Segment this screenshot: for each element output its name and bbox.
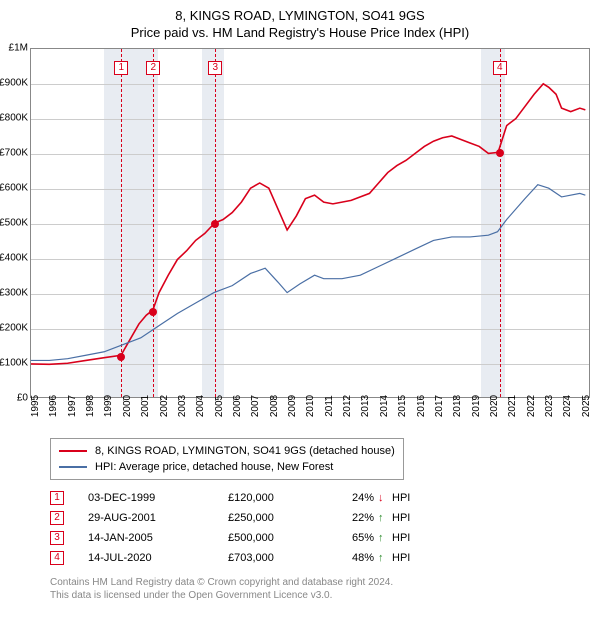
- chart-container: 8, KINGS ROAD, LYMINGTON, SO41 9GS Price…: [0, 0, 600, 620]
- y-axis-label: £600K: [0, 183, 28, 194]
- arrow-up-icon: ↑: [378, 512, 392, 524]
- x-axis-label: 2018: [452, 395, 463, 417]
- x-axis-label: 2004: [195, 395, 206, 417]
- x-axis-label: 2010: [305, 395, 316, 417]
- y-axis-label: £1M: [9, 43, 28, 54]
- sales-price: £703,000: [228, 552, 328, 564]
- arrow-up-icon: ↑: [378, 552, 392, 564]
- footer: Contains HM Land Registry data © Crown c…: [50, 576, 590, 602]
- y-axis-label: £300K: [0, 288, 28, 299]
- title-line-1: 8, KINGS ROAD, LYMINGTON, SO41 9GS: [10, 8, 590, 23]
- sale-marker: [149, 308, 157, 316]
- plot-area: 1 2 3 4: [30, 48, 590, 398]
- sale-marker: [496, 149, 504, 157]
- y-axis-label: £200K: [0, 323, 28, 334]
- footer-line-1: Contains HM Land Registry data © Crown c…: [50, 576, 590, 589]
- x-axis-label: 2015: [397, 395, 408, 417]
- y-axis-label: £800K: [0, 113, 28, 124]
- sale-marker: [211, 220, 219, 228]
- legend-swatch: [59, 466, 87, 468]
- sale-marker: [117, 353, 125, 361]
- y-axis-label: £400K: [0, 253, 28, 264]
- x-axis-label: 1997: [67, 395, 78, 417]
- x-axis-label: 2012: [342, 395, 353, 417]
- sales-pct: 65%: [328, 532, 378, 544]
- sale-label-box: 4: [493, 61, 507, 75]
- legend-swatch: [59, 450, 87, 452]
- footer-line-2: This data is licensed under the Open Gov…: [50, 589, 590, 602]
- sales-index-box: 3: [50, 531, 64, 545]
- sales-index-box: 4: [50, 551, 64, 565]
- sales-suffix: HPI: [392, 492, 422, 504]
- sales-row: 2 29-AUG-2001£250,00022%↑HPI: [50, 508, 590, 528]
- sales-suffix: HPI: [392, 512, 422, 524]
- x-axis-label: 2022: [526, 395, 537, 417]
- x-axis-label: 2008: [269, 395, 280, 417]
- sales-pct: 22%: [328, 512, 378, 524]
- sales-price: £500,000: [228, 532, 328, 544]
- line-layer: [31, 49, 589, 397]
- x-axis-label: 2024: [562, 395, 573, 417]
- y-axis-label: £500K: [0, 218, 28, 229]
- sales-index-box: 2: [50, 511, 64, 525]
- x-axis-label: 1995: [30, 395, 41, 417]
- sale-label-box: 3: [208, 61, 222, 75]
- x-axis-label: 2009: [287, 395, 298, 417]
- x-axis-label: 2023: [544, 395, 555, 417]
- x-axis-label: 2016: [416, 395, 427, 417]
- sales-index-box: 1: [50, 491, 64, 505]
- x-axis-label: 1999: [103, 395, 114, 417]
- sales-date: 03-DEC-1999: [88, 492, 228, 504]
- sale-label-box: 1: [114, 61, 128, 75]
- x-axis-label: 2014: [379, 395, 390, 417]
- sales-row: 1 03-DEC-1999£120,00024%↓HPI: [50, 488, 590, 508]
- sales-price: £250,000: [228, 512, 328, 524]
- sales-suffix: HPI: [392, 552, 422, 564]
- sales-date: 14-JUL-2020: [88, 552, 228, 564]
- arrow-down-icon: ↓: [378, 492, 392, 504]
- x-axis-label: 2002: [159, 395, 170, 417]
- x-axis-label: 2021: [507, 395, 518, 417]
- x-axis-label: 2017: [434, 395, 445, 417]
- sales-pct: 24%: [328, 492, 378, 504]
- x-axis-label: 1998: [85, 395, 96, 417]
- sales-price: £120,000: [228, 492, 328, 504]
- x-axis-label: 1996: [48, 395, 59, 417]
- x-axis-label: 2006: [232, 395, 243, 417]
- arrow-up-icon: ↑: [378, 532, 392, 544]
- legend: 8, KINGS ROAD, LYMINGTON, SO41 9GS (deta…: [50, 438, 404, 480]
- title-block: 8, KINGS ROAD, LYMINGTON, SO41 9GS Price…: [10, 8, 590, 40]
- x-axis-label: 2003: [177, 395, 188, 417]
- y-axis-label: £100K: [0, 358, 28, 369]
- sales-date: 14-JAN-2005: [88, 532, 228, 544]
- y-axis-label: £900K: [0, 78, 28, 89]
- x-axis-label: 2020: [489, 395, 500, 417]
- x-axis-label: 2025: [581, 395, 592, 417]
- sales-pct: 48%: [328, 552, 378, 564]
- x-axis-label: 2007: [250, 395, 261, 417]
- legend-item: 8, KINGS ROAD, LYMINGTON, SO41 9GS (deta…: [59, 443, 395, 459]
- sales-row: 3 14-JAN-2005£500,00065%↑HPI: [50, 528, 590, 548]
- x-axis-label: 2001: [140, 395, 151, 417]
- x-axis-label: 2005: [214, 395, 225, 417]
- legend-item: HPI: Average price, detached house, New …: [59, 459, 395, 475]
- legend-label: HPI: Average price, detached house, New …: [95, 461, 333, 473]
- title-line-2: Price paid vs. HM Land Registry's House …: [10, 25, 590, 40]
- sale-label-box: 2: [146, 61, 160, 75]
- series-hpi: [31, 185, 585, 361]
- x-axis-label: 2013: [360, 395, 371, 417]
- sales-row: 4 14-JUL-2020£703,00048%↑HPI: [50, 548, 590, 568]
- sales-table: 103-DEC-1999£120,00024%↓HPI229-AUG-2001£…: [50, 488, 590, 568]
- sales-date: 29-AUG-2001: [88, 512, 228, 524]
- y-axis-label: £0: [17, 393, 28, 404]
- x-axis-label: 2011: [324, 395, 335, 417]
- y-axis-label: £700K: [0, 148, 28, 159]
- sales-suffix: HPI: [392, 532, 422, 544]
- legend-label: 8, KINGS ROAD, LYMINGTON, SO41 9GS (deta…: [95, 445, 395, 457]
- x-axis-label: 2019: [471, 395, 482, 417]
- chart-area: 1234 £0£100K£200K£300K£400K£500K£600K£70…: [30, 48, 590, 398]
- x-axis-label: 2000: [122, 395, 133, 417]
- series-property: [31, 84, 585, 364]
